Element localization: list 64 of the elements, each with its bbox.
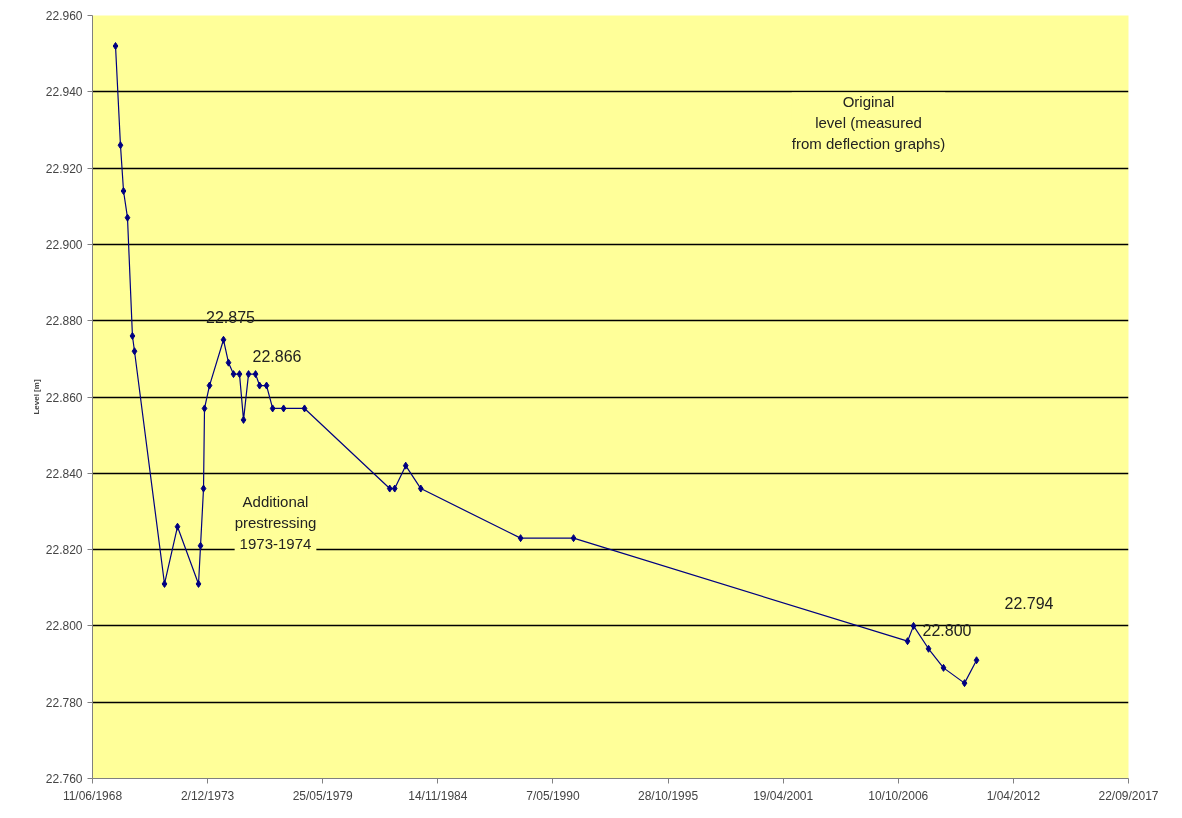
x-tick-label: 19/04/2001 [753,788,814,803]
x-tick-label: 7/05/1990 [526,788,580,803]
x-tick-label: 25/05/1979 [292,788,354,803]
y-axis-title: Level [m] [31,379,41,415]
y-tick-label: 22.840 [45,466,83,481]
y-tick-label: 22.820 [45,543,83,558]
point [236,370,243,379]
point [197,541,204,550]
point [201,404,208,413]
point [117,141,124,150]
x-tick-label: 10/10/2006 [868,788,929,803]
point [973,656,980,665]
y-tick-label: 22.860 [45,390,83,405]
point [206,381,213,390]
point [280,404,287,413]
y-tick-label: 22.900 [45,237,83,252]
y-tick-label: 22.940 [45,85,83,100]
point [301,404,308,413]
point [940,663,947,672]
x-tick-label: 11/06/1968 [62,788,123,803]
point [131,347,138,356]
annotation: 22.800 [922,621,972,639]
y-tick-label: 22.920 [45,161,83,176]
point [195,579,202,588]
y-tick-label: 22.880 [45,314,83,329]
point [961,679,968,688]
point [402,461,409,470]
annotation: Additional prestressing 1973-1974 [234,492,317,552]
point [220,335,227,344]
x-tick-label: 22/09/2017 [1098,788,1159,803]
y-tick-label: 22.780 [45,695,83,710]
point [120,186,127,195]
annotation: 22.866 [252,348,302,366]
point [230,370,237,379]
y-tick-label: 22.960 [45,9,83,23]
x-tick-label: 2/12/1973 [180,788,235,803]
point [112,42,119,51]
annotation: 22.794 [1004,594,1054,612]
point [200,484,207,493]
y-tick-label: 22.760 [45,772,83,786]
x-tick-label: 1/04/2012 [986,788,1041,803]
point [417,484,424,493]
point [129,331,136,340]
point [904,637,911,646]
point [256,381,263,390]
point [925,644,932,653]
x-tick-label: 14/11/1984 [408,788,468,803]
x-tick-label: 28/10/1995 [638,788,699,803]
point [517,534,524,543]
point [386,484,393,493]
point [910,621,917,630]
point [161,579,168,588]
point [174,522,181,531]
point [570,534,577,543]
y-tick-label: 22.800 [45,619,83,634]
point [263,381,270,390]
point [269,404,276,413]
point [240,415,247,424]
point [391,484,398,493]
point [225,358,232,367]
point [124,213,131,222]
point [252,370,259,379]
annotation: Original level (measured from deflection graphs) [791,92,946,152]
point [245,370,252,379]
